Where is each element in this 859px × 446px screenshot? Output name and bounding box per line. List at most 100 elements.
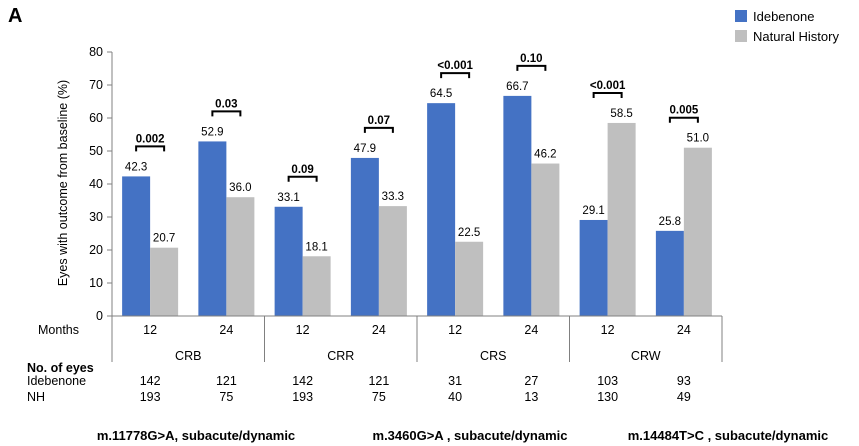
eyes-count: 142 — [140, 374, 161, 388]
eyes-count: 142 — [292, 374, 313, 388]
eyes-count: 93 — [677, 374, 691, 388]
bar-natural-history — [302, 256, 331, 316]
value-label: 29.1 — [582, 205, 604, 217]
eyes-count: 40 — [448, 390, 462, 404]
value-labels: 42.3 52.9 33.1 47.9 64.5 66.7 29.1 25.8 20.7 36.0… — [125, 81, 709, 253]
group-label: CRS — [480, 349, 506, 363]
panel-label: A — [8, 5, 22, 27]
bar-idebenone — [427, 103, 456, 317]
p-value-label: <0.001 — [437, 60, 473, 72]
p-value-bracket — [135, 145, 166, 152]
value-label: 20.7 — [153, 233, 175, 245]
group-label: CRR — [327, 349, 354, 363]
legend-label: Idebenone — [753, 9, 814, 24]
eyes-count: 27 — [524, 374, 538, 388]
y-tick-label: 70 — [89, 78, 103, 92]
eyes-count: 193 — [140, 390, 161, 404]
eyes-count: 193 — [292, 390, 313, 404]
month-label: 12 — [448, 323, 462, 337]
p-value-brackets: 0.002 0.03 0.09 0.07 <0.001 0.10 <0.001 0.005 — [135, 53, 699, 182]
bar-natural-history — [455, 241, 484, 316]
eyes-header: No. of eyes — [27, 361, 94, 375]
value-label: 33.3 — [382, 191, 404, 203]
month-label: 12 — [143, 323, 157, 337]
bar-idebenone — [350, 157, 379, 316]
mutation-label: m.14484T>C , subacute/dynamic — [628, 428, 829, 443]
y-axis-label: Eyes with outcome from baseline (%) — [56, 80, 70, 286]
month-label: 24 — [219, 323, 233, 337]
bar-natural-history — [607, 122, 636, 316]
y-tick-label: 80 — [89, 45, 103, 59]
legend-swatch — [735, 10, 747, 22]
p-value-label: <0.001 — [590, 80, 626, 92]
p-value-label: 0.03 — [215, 98, 237, 110]
value-label: 47.9 — [354, 143, 376, 155]
y-tick-label: 10 — [89, 276, 103, 290]
eyes-count: 121 — [368, 374, 389, 388]
eyes-count: 49 — [677, 390, 691, 404]
bar-natural-history — [683, 147, 712, 316]
value-label: 33.1 — [277, 192, 299, 204]
bar-idebenone — [274, 206, 303, 316]
bar-natural-history — [378, 206, 407, 316]
bar-idebenone — [579, 219, 608, 316]
legend-swatch — [735, 30, 747, 42]
p-value-label: 0.10 — [520, 53, 542, 65]
value-label: 66.7 — [506, 81, 528, 93]
eyes-row-label: NH — [27, 390, 45, 404]
value-label: 58.5 — [610, 108, 632, 120]
y-tick-label: 40 — [89, 177, 103, 191]
value-label: 46.2 — [534, 149, 556, 161]
y-tick-label: 50 — [89, 144, 103, 158]
value-label: 52.9 — [201, 126, 223, 138]
y-axis: 0 10 20 30 40 50 60 70 80 — [89, 45, 113, 323]
eyes-count: 75 — [219, 390, 233, 404]
value-label: 64.5 — [430, 88, 452, 100]
mutation-labels: m.11778G>A, subacute/dynamic m.3460G>A , … — [97, 428, 828, 443]
eyes-row-label: Idebenone — [27, 374, 86, 388]
month-label: 24 — [372, 323, 386, 337]
p-value-bracket — [516, 64, 547, 71]
month-label: 24 — [677, 323, 691, 337]
p-value-bracket — [211, 110, 242, 117]
legend: Idebenone Natural History — [735, 9, 839, 44]
p-value-label: 0.002 — [136, 133, 165, 145]
eyes-count: 31 — [448, 374, 462, 388]
eyes-count: 75 — [372, 390, 386, 404]
bar-natural-history — [531, 163, 560, 316]
y-tick-label: 60 — [89, 111, 103, 125]
bar-natural-history — [226, 197, 255, 316]
p-value-bracket — [440, 72, 471, 79]
eyes-count: 103 — [597, 374, 618, 388]
eyes-count: 121 — [216, 374, 237, 388]
value-label: 22.5 — [458, 227, 480, 239]
value-label: 25.8 — [659, 216, 681, 228]
x-axis: Months 12 24 12 24 12 24 12 24 CRB CRR CRS CRW — [38, 315, 723, 363]
p-value-bracket — [668, 116, 699, 123]
value-label: 36.0 — [229, 182, 251, 194]
bar-natural-history — [150, 247, 179, 316]
bar-idebenone — [122, 176, 151, 316]
p-value-label: 0.005 — [669, 105, 698, 117]
group-label: CRB — [175, 349, 201, 363]
p-value-label: 0.09 — [291, 164, 313, 176]
bar-idebenone — [503, 95, 532, 316]
group-label: CRW — [631, 349, 661, 363]
month-label: 12 — [296, 323, 310, 337]
value-label: 51.0 — [687, 133, 709, 145]
p-value-bracket — [287, 175, 318, 182]
eyes-count: 13 — [524, 390, 538, 404]
eyes-count: 130 — [597, 390, 618, 404]
p-value-bracket — [592, 91, 623, 98]
month-label: 24 — [524, 323, 538, 337]
mutation-label: m.11778G>A, subacute/dynamic — [97, 428, 295, 443]
y-tick-label: 20 — [89, 243, 103, 257]
bar-idebenone — [655, 230, 684, 316]
legend-label: Natural History — [753, 29, 839, 44]
value-label: 42.3 — [125, 161, 147, 173]
mutation-label: m.3460G>A , subacute/dynamic — [373, 428, 568, 443]
bar-idebenone — [198, 141, 227, 316]
months-label: Months — [38, 323, 79, 337]
